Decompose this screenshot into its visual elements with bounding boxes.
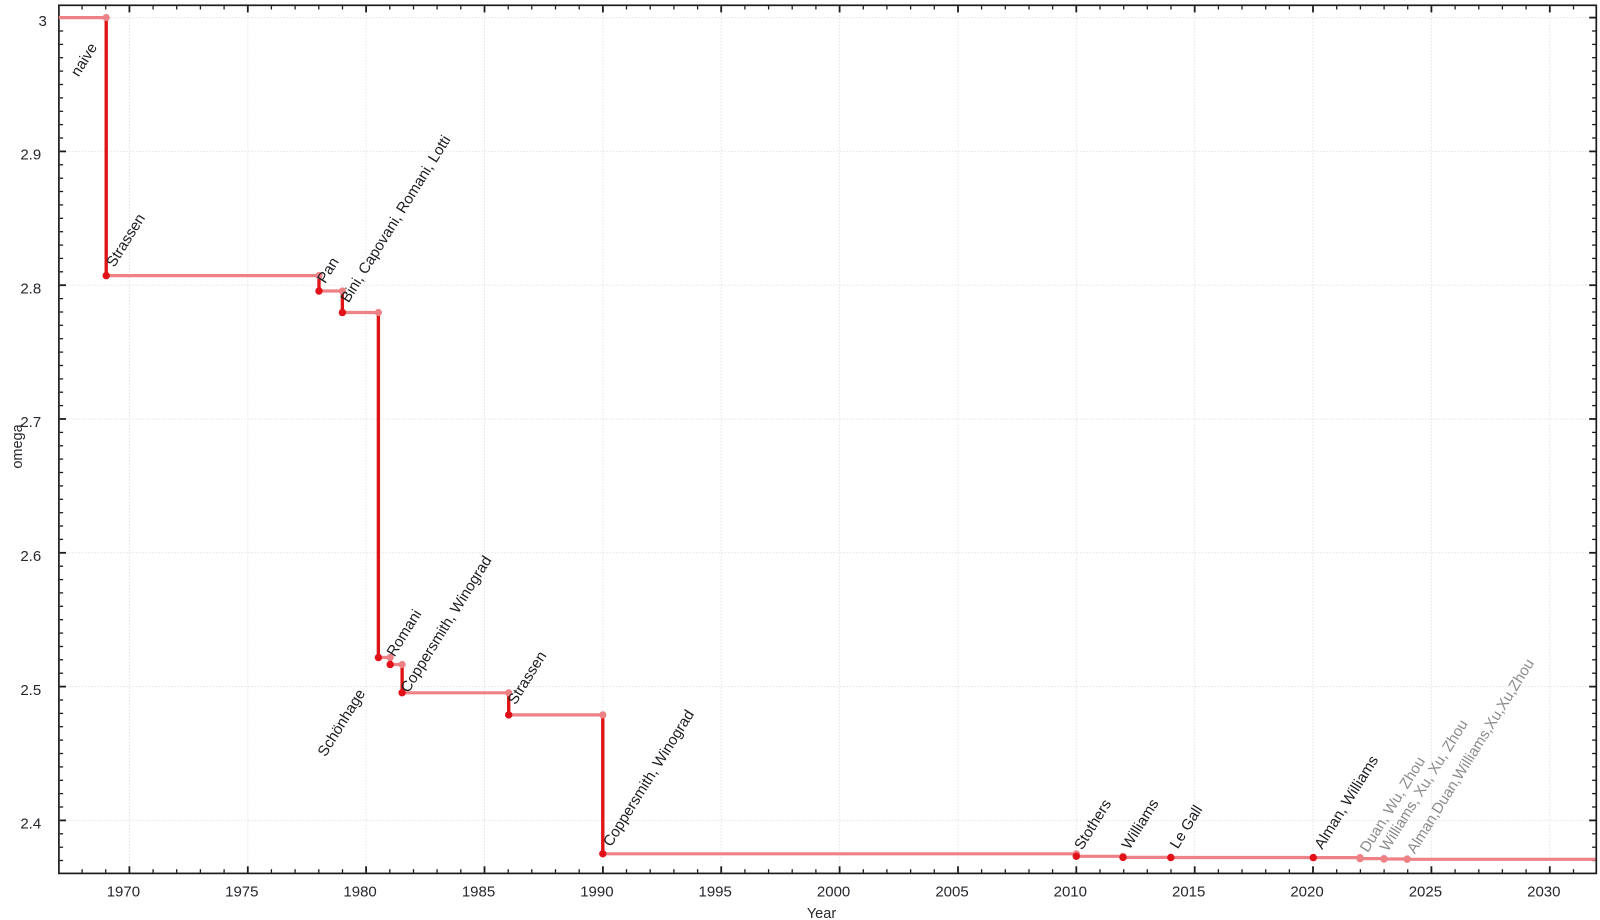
svg-text:1995: 1995 bbox=[699, 884, 732, 901]
svg-text:2.8: 2.8 bbox=[20, 280, 41, 297]
svg-text:1990: 1990 bbox=[580, 884, 613, 901]
svg-text:2.9: 2.9 bbox=[20, 147, 41, 164]
svg-text:2010: 2010 bbox=[1054, 884, 1087, 901]
svg-text:2020: 2020 bbox=[1290, 884, 1323, 901]
svg-text:2.5: 2.5 bbox=[20, 682, 41, 699]
svg-text:2025: 2025 bbox=[1409, 884, 1442, 901]
svg-text:2000: 2000 bbox=[817, 884, 850, 901]
svg-text:2.7: 2.7 bbox=[20, 414, 41, 431]
svg-text:2030: 2030 bbox=[1527, 884, 1560, 901]
svg-text:1980: 1980 bbox=[343, 884, 376, 901]
svg-text:omega: omega bbox=[10, 423, 26, 468]
svg-text:1985: 1985 bbox=[462, 884, 495, 901]
svg-text:2.4: 2.4 bbox=[20, 816, 41, 833]
svg-text:3: 3 bbox=[39, 13, 47, 30]
svg-text:Year: Year bbox=[807, 906, 836, 920]
svg-text:2005: 2005 bbox=[935, 884, 968, 901]
svg-text:2015: 2015 bbox=[1172, 884, 1205, 901]
svg-text:2.6: 2.6 bbox=[20, 548, 41, 565]
svg-text:1975: 1975 bbox=[225, 884, 258, 901]
svg-text:1970: 1970 bbox=[107, 884, 140, 901]
